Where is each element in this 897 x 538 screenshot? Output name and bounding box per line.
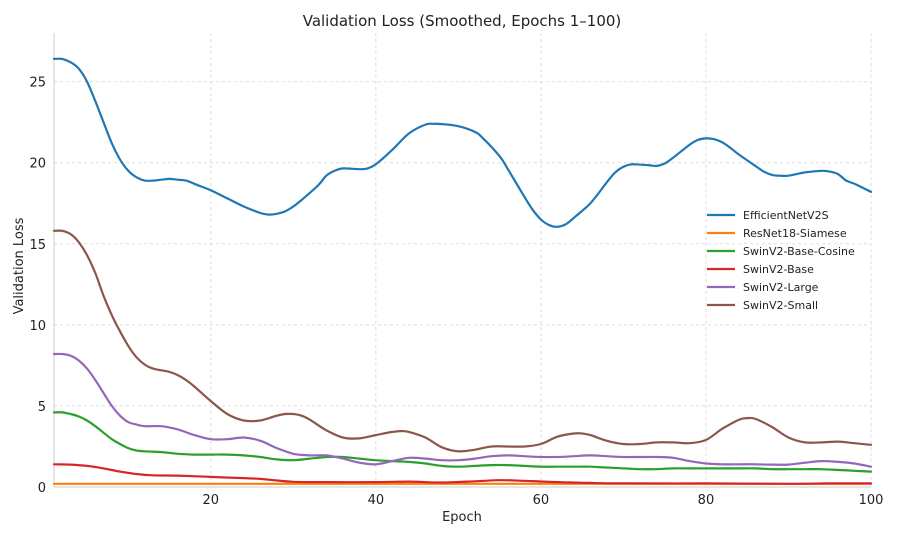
- legend: EfficientNetV2S ResNet18-Siamese SwinV2-Ba…: [707, 209, 855, 312]
- legend-label-swinv2-base-cosine: SwinV2-Base-Cosine: [743, 245, 855, 258]
- series-line-swinv2-base: [52, 463, 873, 485]
- x-axis-label: Epoch: [442, 510, 482, 525]
- series-lines: [52, 57, 873, 485]
- y-tick-label: 5: [38, 400, 46, 415]
- x-tick-label: 40: [368, 493, 385, 508]
- x-tick-label: 20: [203, 493, 220, 508]
- y-tick-label: 10: [29, 319, 46, 334]
- chart-title: Validation Loss (Smoothed, Epochs 1–100): [303, 12, 622, 30]
- legend-label-swinv2-small: SwinV2-Small: [743, 299, 818, 312]
- x-tick-label: 100: [859, 493, 884, 508]
- legend-label-swinv2-large: SwinV2-Large: [743, 281, 819, 294]
- series-line-efficientnetv2s: [52, 57, 873, 228]
- tick-labels: 20 40 60 80 100 0 5 10 15 20 25: [29, 76, 883, 508]
- legend-label-efficientnetv2s: EfficientNetV2S: [743, 209, 829, 222]
- y-axis-label: Validation Loss: [12, 217, 27, 314]
- x-tick-label: 80: [698, 493, 715, 508]
- y-tick-label: 0: [38, 481, 46, 496]
- y-tick-label: 25: [29, 76, 46, 91]
- x-tick-label: 60: [533, 493, 550, 508]
- series-line-swinv2-large: [52, 352, 873, 468]
- legend-label-swinv2-base: SwinV2-Base: [743, 263, 814, 276]
- y-tick-label: 20: [29, 157, 46, 172]
- legend-label-resnet18-siamese: ResNet18-Siamese: [743, 227, 847, 240]
- series-line-swinv2-small: [52, 229, 873, 453]
- y-tick-label: 15: [29, 238, 46, 253]
- series-line-swinv2-base-cosine: [52, 411, 873, 473]
